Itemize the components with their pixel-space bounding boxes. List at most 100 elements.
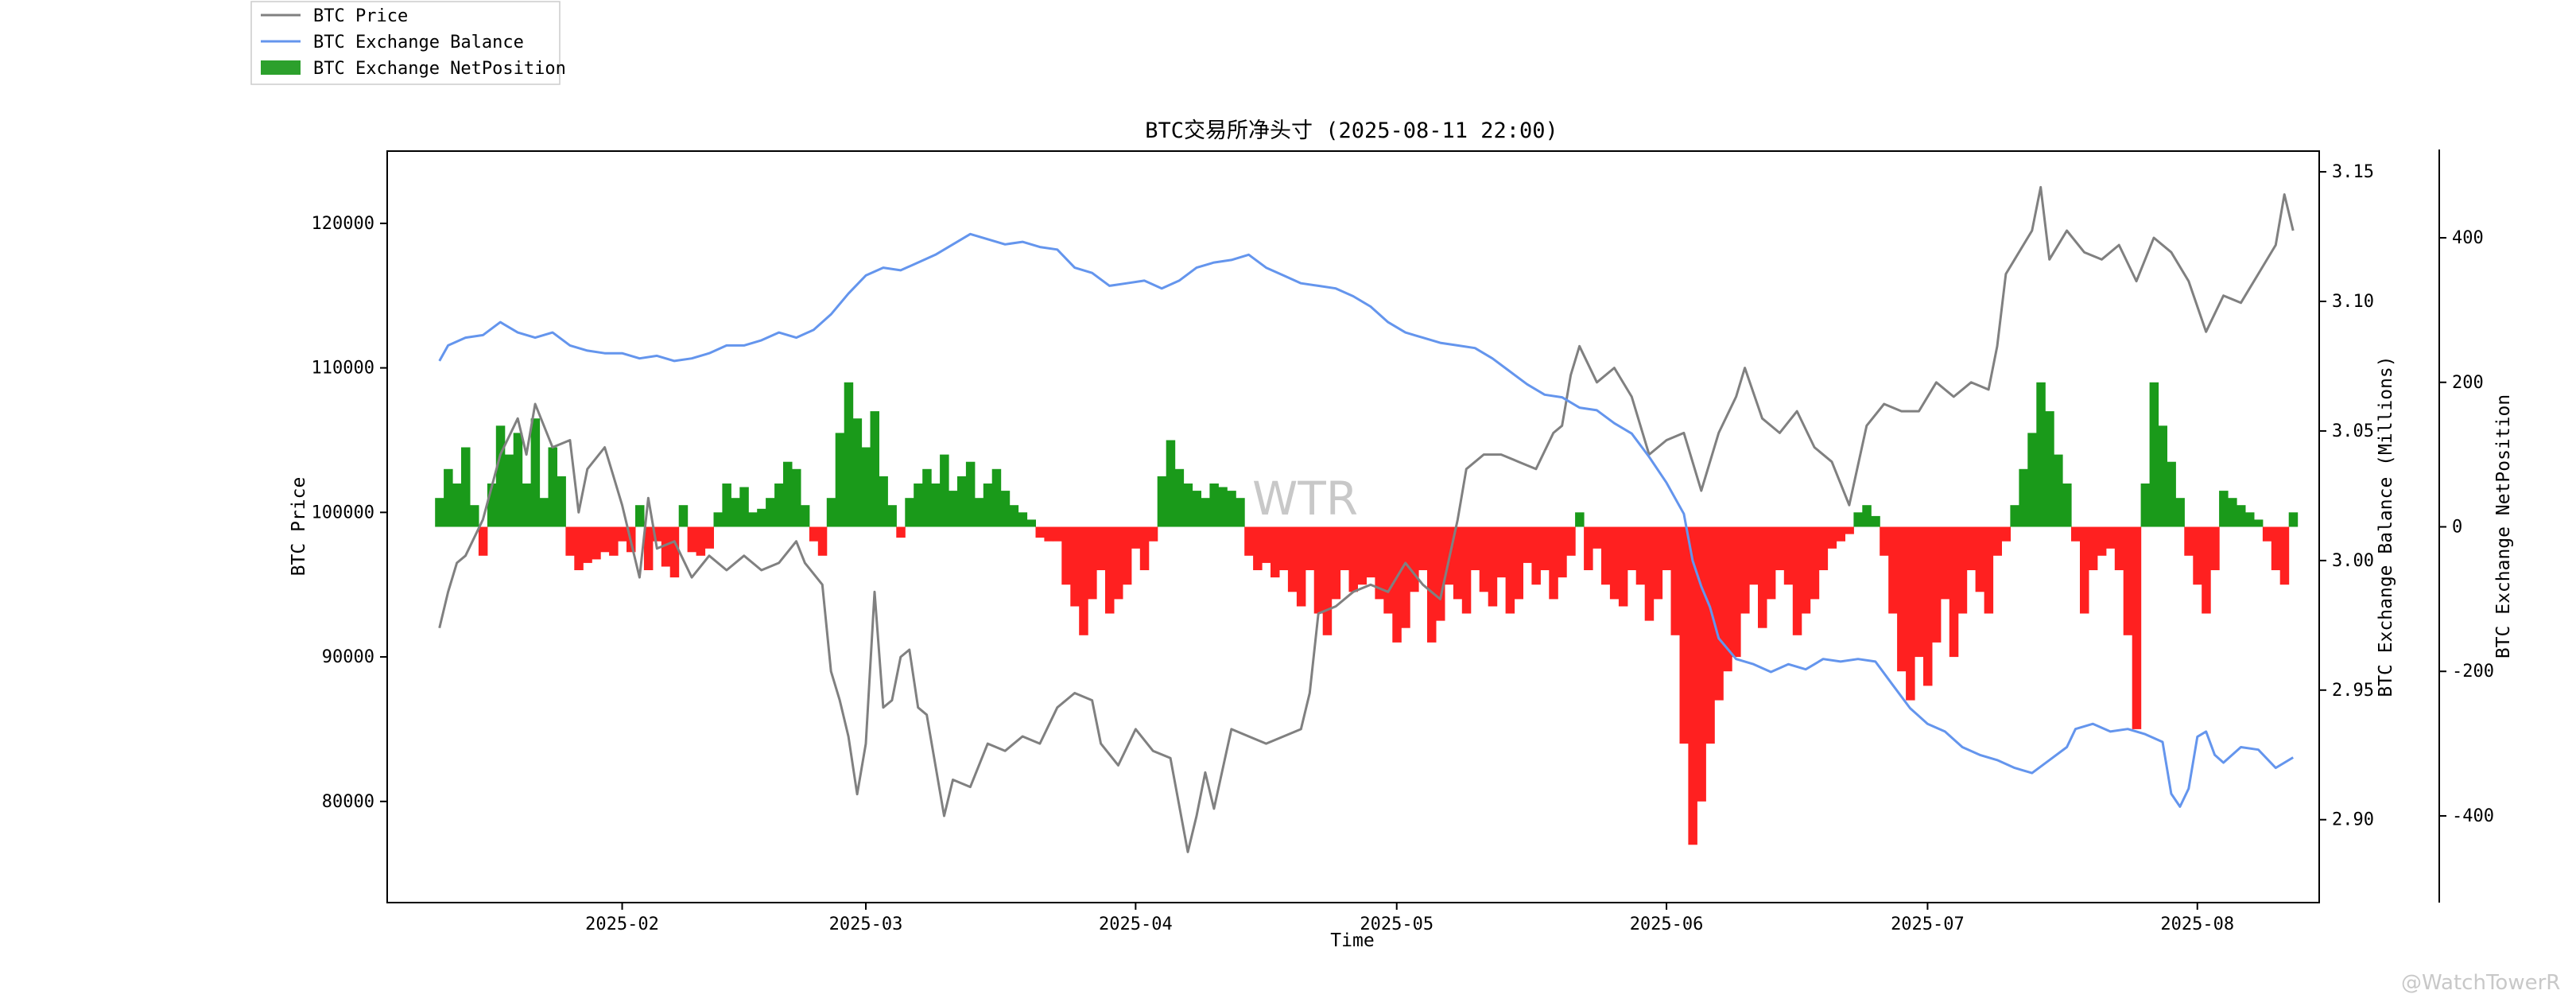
netposition-bar bbox=[1044, 526, 1053, 542]
netposition-bar bbox=[1410, 526, 1419, 592]
netposition-bar bbox=[1174, 468, 1185, 527]
netposition-bar bbox=[861, 447, 871, 527]
netposition-bar bbox=[1236, 498, 1245, 527]
price-axis: 80000 90000 100000 110000 120000 bbox=[312, 214, 387, 812]
netposition-bar bbox=[1201, 498, 1210, 527]
netposition-bar bbox=[1331, 526, 1341, 600]
netposition-bar bbox=[1357, 526, 1367, 585]
netposition-bar bbox=[2045, 411, 2054, 527]
netposition-bar bbox=[731, 498, 740, 527]
netposition-bar bbox=[887, 505, 897, 527]
netposition-bar bbox=[1148, 526, 1158, 542]
chart-title: BTC交易所净头寸 (2025-08-11 22:00) bbox=[1145, 118, 1558, 143]
netposition-bar bbox=[1523, 526, 1532, 563]
netposition-bar bbox=[2123, 526, 2133, 635]
netposition-bar bbox=[487, 484, 497, 527]
netposition-bar bbox=[1418, 526, 1428, 570]
netposition-bar bbox=[1348, 526, 1358, 592]
x-axis-label: Time bbox=[1330, 930, 1374, 951]
netposition-bar bbox=[1593, 526, 1602, 549]
netposition-bar bbox=[1931, 526, 1942, 643]
x-tick-label: 2025-05 bbox=[1360, 915, 1433, 934]
netposition-bar bbox=[1845, 526, 1854, 534]
netposition-bar bbox=[696, 526, 706, 556]
netposition-bar bbox=[1862, 505, 1872, 527]
netposition-bar bbox=[2262, 526, 2272, 542]
netposition-bar bbox=[1584, 526, 1593, 570]
netposition-bar bbox=[713, 512, 723, 527]
netposition-bar bbox=[592, 526, 601, 560]
netposition-axis-label: BTC Exchange NetPosition bbox=[2493, 394, 2514, 658]
netposition-bar bbox=[1957, 526, 1968, 614]
netposition-bar bbox=[1566, 526, 1576, 556]
netposition-bar bbox=[826, 498, 836, 527]
netposition-bar bbox=[704, 526, 714, 549]
netposition-bar bbox=[2175, 498, 2185, 527]
netposition-bar bbox=[957, 476, 967, 527]
netposition-bar bbox=[470, 505, 479, 527]
netposition-bar bbox=[1601, 526, 1611, 585]
netposition-bar bbox=[1810, 526, 1820, 600]
netposition-bar bbox=[2271, 526, 2281, 570]
netposition-bar bbox=[1340, 526, 1350, 570]
x-tick-label: 2025-07 bbox=[1891, 915, 1965, 934]
netposition-bar bbox=[1088, 526, 1097, 600]
netposition-axis: -400 -200 0 200 400 bbox=[2439, 228, 2494, 826]
netposition-bar bbox=[2010, 505, 2019, 527]
netposition-bar bbox=[905, 498, 914, 527]
legend-label-netposition: BTC Exchange NetPosition bbox=[313, 59, 566, 79]
netposition-bar bbox=[1488, 526, 1498, 607]
netposition-bar bbox=[2253, 519, 2264, 527]
netposition-bar bbox=[557, 476, 566, 527]
netposition-bar bbox=[931, 484, 941, 527]
netposition-bar bbox=[2210, 526, 2220, 570]
netposition-bar bbox=[2167, 461, 2176, 527]
netposition-bar bbox=[1801, 526, 1811, 614]
netposition-bar bbox=[504, 454, 514, 527]
netposition-bar bbox=[757, 508, 766, 527]
netposition-bar bbox=[2080, 526, 2089, 614]
x-tick-label: 2025-08 bbox=[2160, 915, 2234, 934]
netposition-bar bbox=[1244, 526, 1254, 556]
netposition-bar bbox=[1966, 526, 1977, 570]
balance-tick-label: 3.00 bbox=[2332, 551, 2374, 571]
netposition-bar bbox=[1644, 526, 1655, 621]
balance-tick-label: 3.15 bbox=[2332, 162, 2374, 182]
netposition-bar bbox=[1296, 526, 1306, 607]
netposition-bar bbox=[1732, 526, 1741, 658]
netposition-bar bbox=[600, 526, 610, 553]
netposition-bar bbox=[643, 526, 654, 570]
netposition-bar bbox=[748, 512, 758, 527]
netposition-bar bbox=[2071, 526, 2081, 542]
netposition-bar bbox=[1714, 526, 1724, 701]
netposition-bar bbox=[687, 526, 697, 553]
netposition-bar bbox=[1157, 476, 1167, 527]
netposition-bar bbox=[452, 484, 462, 527]
netposition-bar bbox=[965, 461, 976, 527]
x-tick-label: 2025-06 bbox=[1630, 915, 1704, 934]
netposition-bar bbox=[1688, 526, 1697, 845]
netposition-bar bbox=[574, 526, 584, 570]
netposition-tick-label: 400 bbox=[2452, 228, 2484, 248]
netposition-bar bbox=[1906, 526, 1915, 701]
netposition-bar bbox=[530, 418, 541, 527]
price-tick-label: 120000 bbox=[312, 214, 374, 234]
netposition-bar bbox=[1453, 526, 1463, 600]
legend-frame bbox=[250, 1, 561, 85]
netposition-bar bbox=[1253, 526, 1263, 570]
netposition-bar bbox=[1940, 526, 1950, 600]
netposition-bar bbox=[2158, 425, 2167, 527]
netposition-bar bbox=[809, 526, 819, 542]
netposition-bar bbox=[792, 468, 801, 527]
netposition-bar bbox=[2019, 468, 2028, 527]
netposition-bar bbox=[1392, 526, 1402, 643]
netposition-bar bbox=[1531, 526, 1541, 585]
netposition-bar bbox=[844, 382, 854, 527]
netposition-bar bbox=[896, 526, 906, 538]
netposition-bar bbox=[1975, 526, 1985, 592]
netposition-bar bbox=[1313, 526, 1324, 614]
netposition-bar bbox=[2184, 526, 2194, 556]
netposition-bar bbox=[1897, 526, 1907, 672]
netposition-bar bbox=[1992, 526, 2002, 556]
price-tick-label: 90000 bbox=[322, 647, 374, 667]
